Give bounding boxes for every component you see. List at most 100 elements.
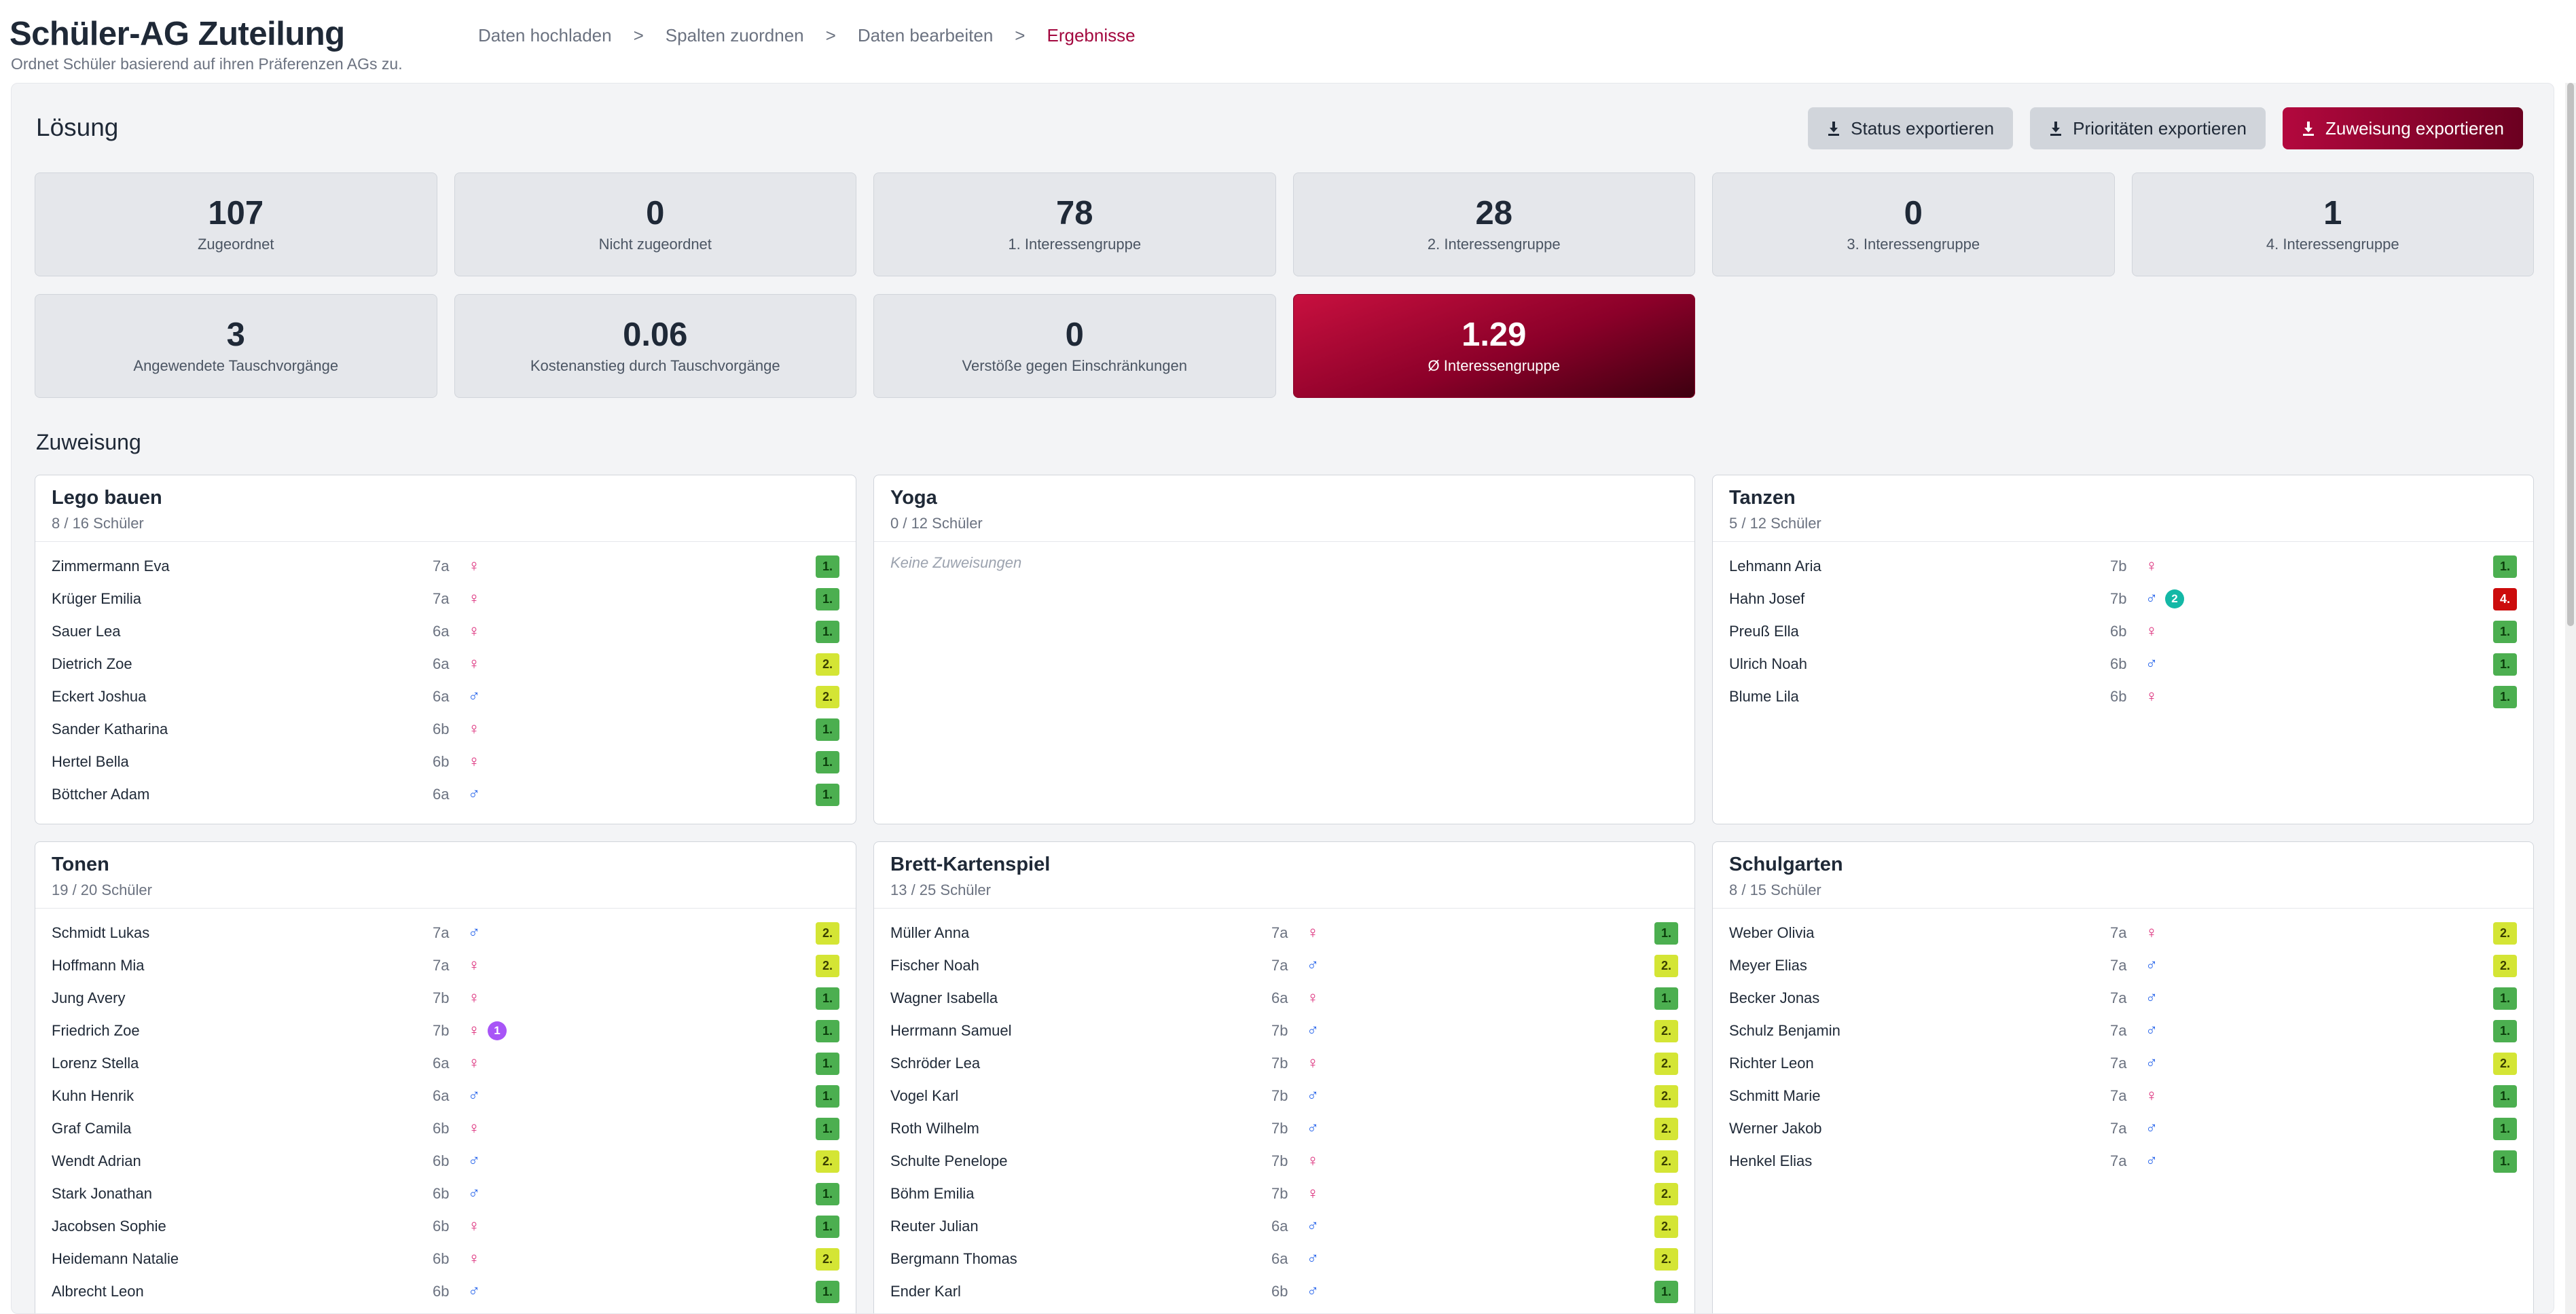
stat-label: 3. Interessengruppe	[1847, 236, 1980, 253]
student-class: 7a	[433, 590, 450, 607]
student-row[interactable]: Roth Wilhelm 7b ♂ 2.	[874, 1112, 1694, 1145]
priority-badge: 2.	[1654, 1182, 1678, 1205]
student-name: Ulrich Noah	[1729, 655, 1807, 672]
student-class: 6a	[433, 623, 450, 640]
group-name: Lego bauen	[52, 487, 162, 509]
student-row[interactable]: Friedrich Zoe 7b ♀ 1 1.	[35, 1015, 856, 1047]
student-class: 7b	[1271, 1152, 1288, 1169]
male-icon: ♂	[2145, 989, 2158, 1007]
stat-card: 28 2. Interessengruppe	[1292, 172, 1695, 276]
group-card: Tanzen 5 / 12 Schüler Lehmann Aria 7b ♀ 1. Hah…	[1712, 475, 2534, 824]
breadcrumb-step-upload[interactable]: Daten hochladen	[478, 25, 612, 45]
student-row[interactable]: Schröder Lea 7b ♀ 2.	[874, 1047, 1694, 1080]
student-row[interactable]: Fischer Noah 7a ♂ 2.	[874, 949, 1694, 982]
student-class: 6a	[433, 786, 450, 803]
student-row[interactable]: Schmitt Marie 7a ♀ 1.	[1713, 1080, 2533, 1112]
student-class: 7a	[2110, 1055, 2127, 1072]
stat-value: 0	[1065, 316, 1084, 353]
priority-badge: 1.	[2493, 987, 2517, 1010]
student-row[interactable]: Ulrich Noah 6b ♂ 1.	[1713, 648, 2533, 680]
student-row[interactable]: Albrecht Leon 6b ♂ 1.	[35, 1275, 856, 1308]
student-row[interactable]: Eckert Joshua 6a ♂ 2.	[35, 680, 856, 713]
student-row[interactable]: Jung Avery 7b ♀ 1.	[35, 982, 856, 1015]
student-name: Böttcher Adam	[52, 786, 150, 803]
student-row[interactable]: Hertel Bella 6b ♀ 1.	[35, 746, 856, 778]
student-row[interactable]: Vogel Karl 7b ♂ 2.	[874, 1080, 1694, 1112]
stats-grid: 107 Zugeordnet 0 Nicht zugeordnet 78 1. Int…	[35, 172, 2534, 398]
student-row[interactable]: Müller Anna 7a ♀ 1.	[874, 917, 1694, 949]
student-name: Zimmermann Eva	[52, 558, 170, 574]
student-name: Hahn Josef	[1729, 590, 1805, 607]
breadcrumb-step-edit-data[interactable]: Daten bearbeiten	[857, 25, 994, 45]
student-row[interactable]: Lehmann Aria 7b ♀ 1.	[1713, 550, 2533, 583]
student-row[interactable]: Henkel Elias 7a ♂ 1.	[1713, 1145, 2533, 1178]
stat-label: Kostenanstieg durch Tauschvorgänge	[530, 357, 780, 375]
priority-badge: 1.	[816, 587, 839, 610]
student-row[interactable]: Zimmermann Eva 7a ♀ 1.	[35, 550, 856, 583]
stat-label: Nicht zugeordnet	[598, 236, 712, 253]
priority-badge: 1.	[816, 1280, 839, 1303]
student-row[interactable]: Böttcher Adam 6a ♂ 1.	[35, 778, 856, 811]
group-card: Schulgarten 8 / 15 Schüler Weber Olivia 7a ♀…	[1712, 841, 2534, 1313]
student-row[interactable]: Krüger Emilia 7a ♀ 1.	[35, 583, 856, 615]
male-icon: ♂	[468, 1184, 480, 1203]
export-status-button[interactable]: Status exportieren	[1808, 107, 2014, 149]
male-icon: ♂	[2145, 1119, 2158, 1137]
priority-badge: 1.	[1654, 987, 1678, 1010]
breadcrumb-step-results[interactable]: Ergebnisse	[1047, 25, 1136, 45]
priority-badge: 1.	[816, 1117, 839, 1140]
student-row[interactable]: Schmidt Lukas 7a ♂ 2.	[35, 917, 856, 949]
stat-card: 3 Angewendete Tauschvorgänge	[35, 294, 437, 398]
student-row[interactable]: Ender Karl 6b ♂ 1.	[874, 1275, 1694, 1308]
female-icon: ♀	[468, 1249, 480, 1268]
male-icon: ♂	[2145, 1054, 2158, 1072]
student-row[interactable]: Hoffmann Mia 7a ♀ 2.	[35, 949, 856, 982]
student-row[interactable]: Werner Jakob 7a ♂ 1.	[1713, 1112, 2533, 1145]
student-row[interactable]: Richter Leon 7a ♂ 2.	[1713, 1047, 2533, 1080]
student-row[interactable]: Herrmann Samuel 7b ♂ 2.	[874, 1015, 1694, 1047]
export-assignment-button[interactable]: Zuweisung exportieren	[2282, 107, 2523, 149]
student-row[interactable]: Lorenz Stella 6a ♀ 1.	[35, 1047, 856, 1080]
priority-badge: 4.	[2493, 587, 2517, 610]
student-row[interactable]: Becker Jonas 7a ♂ 1.	[1713, 982, 2533, 1015]
student-row[interactable]: Preuß Ella 6b ♀ 1.	[1713, 615, 2533, 648]
female-icon: ♀	[468, 1054, 480, 1072]
student-row[interactable]: Sander Katharina 6b ♀ 1.	[35, 713, 856, 746]
student-row[interactable]: Bergmann Thomas 6a ♂ 2.	[874, 1243, 1694, 1275]
student-row[interactable]: Schulz Benjamin 7a ♂ 1.	[1713, 1015, 2533, 1047]
student-row[interactable]: Kuhn Henrik 6a ♂ 1.	[35, 1080, 856, 1112]
student-row[interactable]: Jacobsen Sophie 6b ♀ 1.	[35, 1210, 856, 1243]
student-row[interactable]: Hahn Josef 7b ♂ 2 4.	[1713, 583, 2533, 615]
student-row[interactable]: Meyer Elias 7a ♂ 2.	[1713, 949, 2533, 982]
student-row[interactable]: Böhm Emilia 7b ♀ 2.	[874, 1178, 1694, 1210]
student-class: 6a	[433, 1055, 450, 1072]
student-row[interactable]: Heidemann Natalie 6b ♀ 2.	[35, 1243, 856, 1275]
priority-badge: 1.	[2493, 685, 2517, 708]
priority-badge: 1.	[1654, 1280, 1678, 1303]
student-row[interactable]: Reuter Julian 6a ♂ 2.	[874, 1210, 1694, 1243]
student-row[interactable]: Graf Camila 6b ♀ 1.	[35, 1112, 856, 1145]
breadcrumb-step-map-columns[interactable]: Spalten zuordnen	[665, 25, 804, 45]
student-row[interactable]: Blume Lila 6b ♀ 1.	[1713, 680, 2533, 713]
student-row[interactable]: Sauer Lea 6a ♀ 1.	[35, 615, 856, 648]
student-class: 6a	[1271, 1218, 1288, 1235]
student-row[interactable]: Dietrich Zoe 6a ♀ 2.	[35, 648, 856, 680]
student-row[interactable]: Wendt Adrian 6b ♂ 2.	[35, 1145, 856, 1178]
priority-badge: 2.	[2493, 921, 2517, 945]
student-name: Lehmann Aria	[1729, 558, 1821, 574]
student-row[interactable]: Schulte Penelope 7b ♀ 2.	[874, 1145, 1694, 1178]
student-name: Müller Anna	[890, 924, 970, 941]
student-name: Weber Olivia	[1729, 924, 1815, 941]
student-row[interactable]: Weber Olivia 7a ♀ 2.	[1713, 917, 2533, 949]
stat-card: 0 Nicht zugeordnet	[454, 172, 856, 276]
page-scrollbar[interactable]	[2565, 83, 2576, 1314]
export-priorities-button[interactable]: Prioritäten exportieren	[2030, 107, 2266, 149]
student-row[interactable]: Wagner Isabella 6a ♀ 1.	[874, 982, 1694, 1015]
priority-badge: 2.	[1654, 954, 1678, 977]
female-icon: ♀	[1307, 1054, 1319, 1072]
priority-badge: 2.	[816, 1247, 839, 1271]
male-icon: ♂	[468, 785, 480, 803]
scrollbar-thumb[interactable]	[2567, 83, 2574, 626]
student-class: 6b	[433, 1250, 450, 1267]
student-row[interactable]: Stark Jonathan 6b ♂ 1.	[35, 1178, 856, 1210]
